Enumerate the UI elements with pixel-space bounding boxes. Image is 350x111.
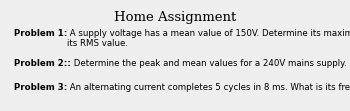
Text: Home Assignment: Home Assignment <box>114 11 236 24</box>
Text: Problem 1:: Problem 1: <box>14 29 67 38</box>
Text: An alternating current completes 5 cycles in 8 ms. What is its frequency?: An alternating current completes 5 cycle… <box>67 83 350 92</box>
Text: A supply voltage has a mean value of 150V. Determine its maximum value and
its R: A supply voltage has a mean value of 150… <box>67 29 350 48</box>
Text: Problem 3:: Problem 3: <box>14 83 67 92</box>
Text: Problem 2::: Problem 2:: <box>14 59 71 68</box>
Text: Determine the peak and mean values for a 240V mains supply.: Determine the peak and mean values for a… <box>71 59 346 68</box>
